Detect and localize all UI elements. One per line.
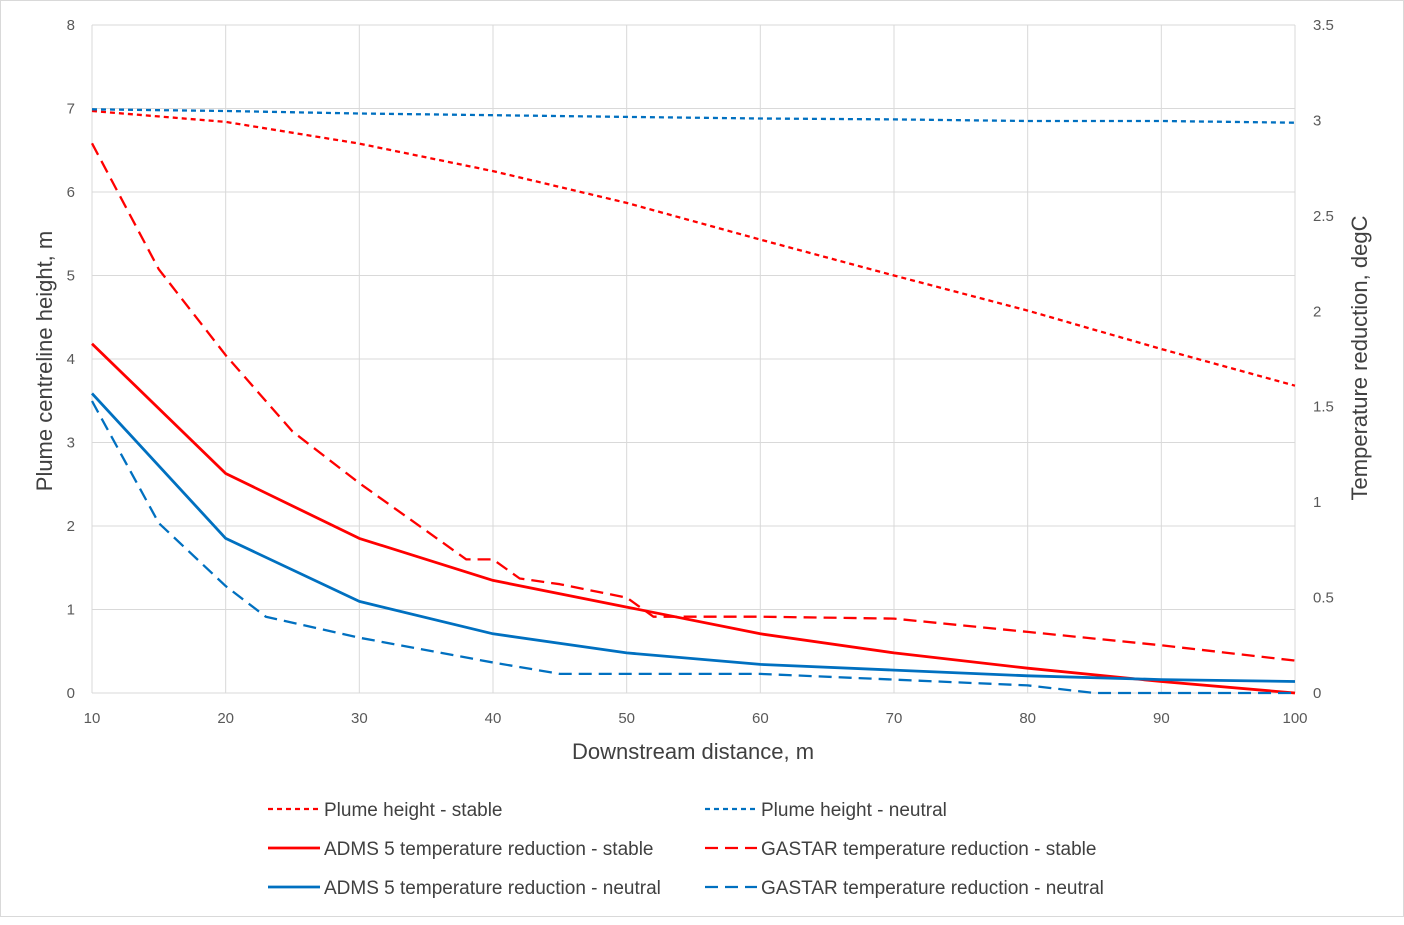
y-right-tick-label: 0: [1313, 685, 1321, 702]
y-right-tick-label: 2.5: [1313, 208, 1334, 225]
legend-label: ADMS 5 temperature reduction - neutral: [324, 878, 661, 899]
series-line-4: [90, 142, 1296, 662]
x-tick-label: 70: [886, 710, 903, 727]
y-left-tick-label: 8: [67, 17, 75, 34]
tick-labels: 10 20 30 40 50 60 70 80 90 10001234567800.511.522…: [67, 17, 1334, 727]
y-left-tick-label: 0: [67, 685, 75, 702]
legend-label: ADMS 5 temperature reduction - stable: [324, 839, 654, 860]
legend: Plume height - stable Plume height - neut…: [268, 800, 1104, 899]
y-left-tick-label: 3: [67, 435, 75, 452]
series-line-1: [91, 109, 1296, 387]
y-left-tick-label: 4: [67, 351, 75, 368]
x-tick-label: 40: [485, 710, 502, 727]
legend-label: Plume height - stable: [324, 800, 503, 821]
x-tick-label: 100: [1282, 710, 1307, 727]
y-left-tick-label: 5: [67, 268, 75, 285]
y-right-tick-label: 2: [1313, 303, 1321, 320]
x-tick-label: 10: [84, 710, 101, 727]
x-tick-label: 50: [618, 710, 635, 727]
grid-lines: [91, 24, 1296, 694]
legend-label: Plume height - neutral: [761, 800, 947, 821]
y-right-tick-label: 0.5: [1313, 590, 1334, 607]
y-left-axis-title: Plume centreline height, m: [32, 231, 57, 491]
y-right-tick-label: 3.5: [1313, 17, 1334, 34]
x-tick-label: 60: [752, 710, 769, 727]
x-tick-label: 20: [217, 710, 234, 727]
x-tick-label: 80: [1019, 710, 1036, 727]
series-line-2: [91, 108, 1296, 124]
legend-label: GASTAR temperature reduction - stable: [761, 839, 1096, 860]
series-line-5: [90, 392, 1296, 683]
series-lines: [90, 108, 1296, 695]
x-tick-label: 90: [1153, 710, 1170, 727]
series-line-3: [91, 342, 1296, 695]
y-right-axis-title: Temperature reduction, degC: [1347, 215, 1372, 500]
y-left-tick-label: 1: [67, 602, 75, 619]
x-tick-label: 30: [351, 710, 368, 727]
y-right-tick-label: 3: [1313, 112, 1321, 129]
legend-label: GASTAR temperature reduction - neutral: [761, 878, 1104, 899]
y-left-tick-label: 7: [67, 101, 75, 118]
x-axis-title: Downstream distance, m: [572, 739, 814, 764]
y-left-tick-label: 6: [67, 184, 75, 201]
y-right-tick-label: 1: [1313, 494, 1321, 511]
y-left-tick-label: 2: [67, 518, 75, 535]
y-right-tick-label: 1.5: [1313, 399, 1334, 416]
series-line-6: [90, 400, 1295, 695]
